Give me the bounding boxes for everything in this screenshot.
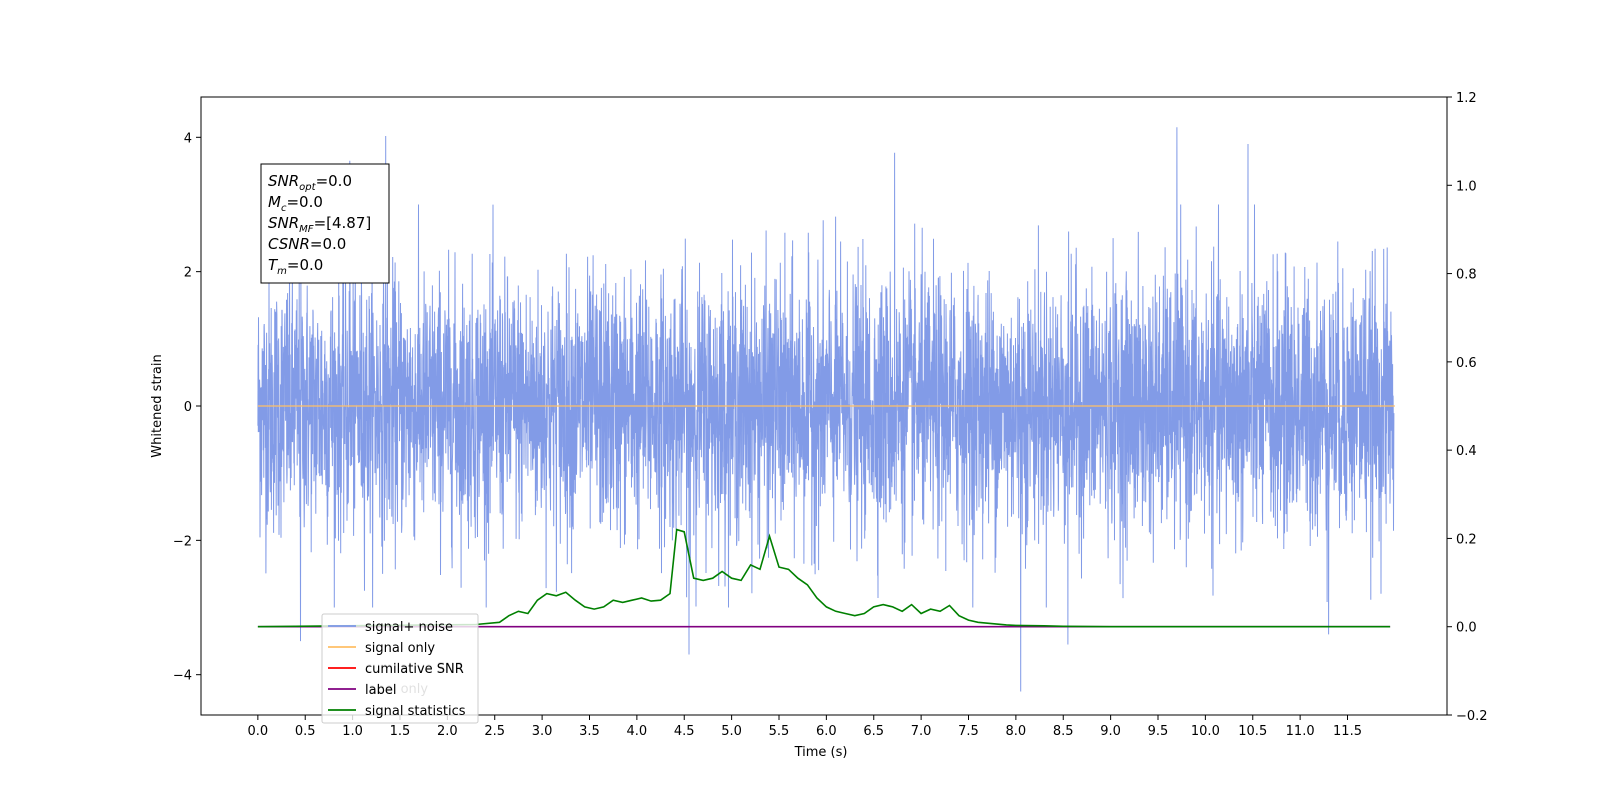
- x-tick-label: 4.5: [674, 724, 695, 739]
- x-tick-label: 10.5: [1238, 724, 1267, 739]
- x-tick-label: 1.0: [342, 724, 363, 739]
- y-right-tick-label: 1.2: [1456, 91, 1477, 106]
- x-axis-label: Time (s): [794, 745, 848, 760]
- y-left-tick-label: −4: [173, 669, 192, 684]
- legend-label: cumilative SNR: [365, 662, 464, 677]
- legend-label: signal+ noise: [365, 620, 453, 635]
- legend-ghost-text: cumilative SNR: [365, 661, 464, 676]
- x-tick-label: 0.0: [248, 724, 269, 739]
- signal-noise-line: [257, 127, 1395, 692]
- y-right-tick-label: −0.2: [1456, 709, 1488, 724]
- annotation-symbol: T: [268, 256, 279, 274]
- y-right-tick-label: 0.6: [1456, 356, 1477, 371]
- x-axis: 0.0 0.5 1.0 1.5 2.0 2.5 3.0 3.5 4.0 4.5 5.0 5.5 6.0 6…: [248, 715, 1362, 739]
- annotation-symbol: SNR: [268, 214, 299, 232]
- series-signal-noise: [257, 127, 1395, 692]
- x-tick-label: 3.5: [579, 724, 600, 739]
- x-tick-label: 3.0: [532, 724, 553, 739]
- y-left-tick-label: −2: [173, 534, 192, 549]
- annotation-subscript: m: [277, 266, 287, 277]
- x-tick-label: 9.5: [1148, 724, 1169, 739]
- x-tick-label: 6.0: [816, 724, 837, 739]
- y-right-tick-label: 0.0: [1456, 621, 1477, 636]
- x-tick-label: 6.5: [863, 724, 884, 739]
- annotation-line: Tm=0.0: [268, 256, 323, 277]
- y-axis-left: 4 2 0 −2 −4: [173, 131, 201, 684]
- annotation-line: Mc=0.0: [268, 193, 323, 214]
- x-tick-label: 2.5: [484, 724, 505, 739]
- x-tick-label: 10.0: [1191, 724, 1220, 739]
- x-tick-label: 11.0: [1286, 724, 1315, 739]
- x-tick-label: 5.5: [769, 724, 790, 739]
- y-right-tick-label: 0.2: [1456, 532, 1477, 547]
- x-tick-label: 4.0: [627, 724, 648, 739]
- x-tick-label: 8.0: [1006, 724, 1027, 739]
- x-tick-label: 1.5: [390, 724, 411, 739]
- annotation-symbol: M: [268, 193, 281, 211]
- annotation-subscript: MF: [299, 224, 314, 235]
- annotation-line: SNRopt=0.0: [268, 172, 352, 193]
- annotation-symbol: SNR: [268, 172, 299, 190]
- y-right-tick-label: 0.8: [1456, 268, 1477, 283]
- legend-ghost-text: label only: [365, 682, 428, 697]
- y-right-tick-label: 0.4: [1456, 444, 1477, 459]
- legend-label: label: [365, 683, 396, 698]
- series-signal-statistics-line: [257, 528, 1391, 628]
- x-tick-label: 2.0: [437, 724, 458, 739]
- y-left-tick-label: 2: [184, 266, 192, 281]
- x-tick-label: 8.5: [1053, 724, 1074, 739]
- legend-label: signal statistics: [365, 704, 466, 719]
- legend-frame: [321, 613, 479, 724]
- annotation-symbol: CSNR: [268, 235, 310, 253]
- annotation-value: =0.0: [310, 235, 346, 253]
- x-tick-label: 7.5: [958, 724, 979, 739]
- x-tick-label: 7.0: [911, 724, 932, 739]
- annotation-value: =0.0: [316, 172, 352, 190]
- legend-label: signal only: [365, 641, 435, 656]
- y-right-tick-label: 1.0: [1456, 179, 1477, 194]
- stats-annotation-box: SNRopt=0.0Mc=0.0SNRMF=[4.87]CSNR=0.0Tm=0…: [260, 163, 390, 284]
- annotation-value: =[4.87]: [314, 214, 372, 232]
- x-tick-label: 9.0: [1100, 724, 1121, 739]
- annotation-value: =0.0: [287, 256, 323, 274]
- annotation-value: =0.0: [286, 193, 322, 211]
- y-axis-right: 1.2 1.0 0.8 0.6 0.4 0.2 0.0 −0.2: [1447, 91, 1488, 724]
- annotation-line: CSNR=0.0: [268, 235, 346, 253]
- legend: cumilative SNR label only signal+ noise sig…: [321, 613, 479, 724]
- annotation-line: SNRMF=[4.87]: [268, 214, 371, 235]
- annotation-frame: [260, 163, 390, 284]
- annotation-subscript: c: [281, 203, 287, 214]
- x-tick-label: 5.0: [721, 724, 742, 739]
- y-left-tick-label: 0: [184, 400, 192, 415]
- x-tick-label: 11.5: [1333, 724, 1362, 739]
- y-axis-label: Whitened strain: [150, 354, 165, 457]
- annotation-subscript: opt: [299, 182, 316, 193]
- x-tick-label: 0.5: [295, 724, 316, 739]
- y-left-tick-label: 4: [184, 131, 192, 146]
